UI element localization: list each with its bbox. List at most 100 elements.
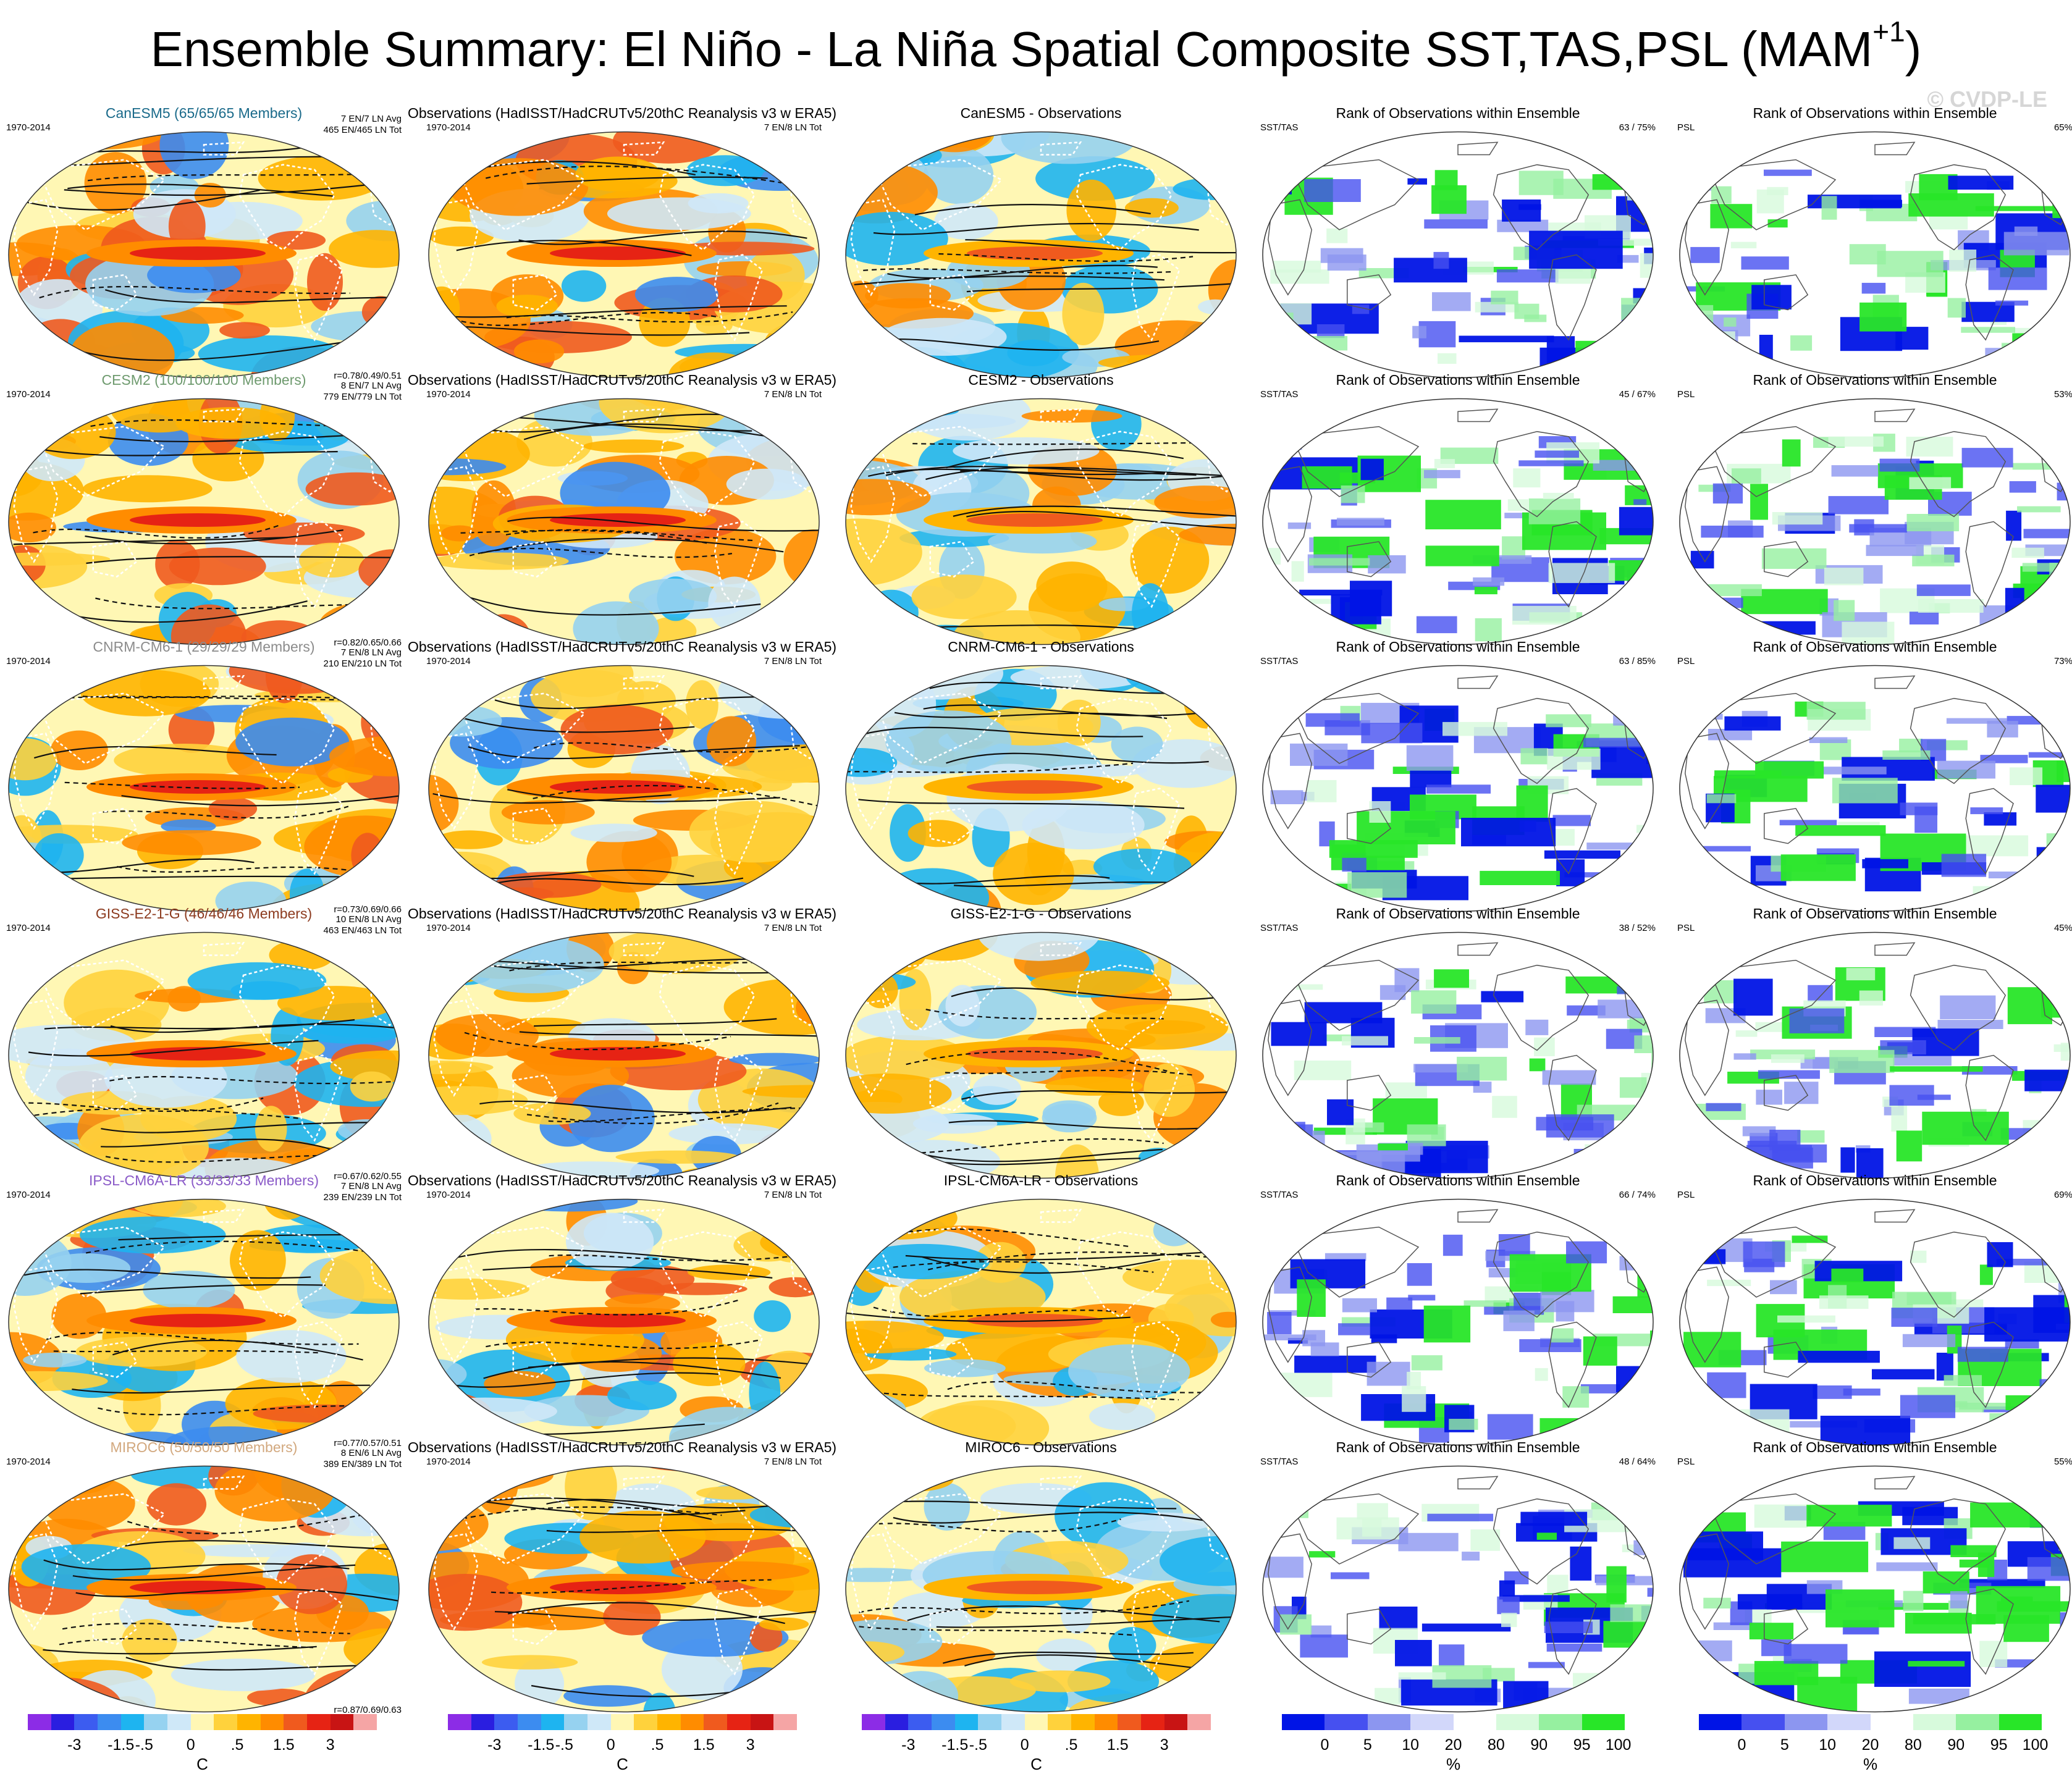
rank-colorbar: 0 5 10 20 80 90 95 100% — [1699, 1714, 2048, 1776]
continent-outline — [1874, 141, 1916, 156]
continent-outline — [512, 540, 558, 578]
colorbar-tick: 80 — [1487, 1736, 1505, 1754]
colorbar-swatch — [1956, 1714, 2000, 1730]
rank-cell — [1362, 1519, 1382, 1537]
rank-cell — [1651, 1047, 1653, 1070]
rank-cell — [1593, 460, 1653, 471]
sst-patch — [1143, 1063, 1195, 1117]
rank-cell — [1434, 969, 1469, 988]
sst-patch — [1202, 1665, 1236, 1712]
rank-cell — [1564, 872, 1618, 878]
sst-patch — [51, 1293, 107, 1339]
rank-cell — [1872, 1369, 1935, 1380]
continent-outline — [929, 1608, 975, 1645]
rank-cell — [1636, 825, 1653, 833]
sst-patch — [1210, 1114, 1236, 1165]
rank-cell — [1603, 1686, 1617, 1712]
rank-cell — [2039, 1379, 2070, 1401]
sst-patch — [688, 1264, 771, 1280]
pattern-correlation: r=0.82/0.65/0.66 — [334, 637, 402, 648]
sst-patch — [14, 877, 65, 891]
sst-patch — [846, 748, 898, 777]
psl-contour — [528, 1357, 819, 1368]
rank-cell — [1434, 459, 1455, 468]
map-svg — [1679, 931, 2071, 1179]
continent-outline — [850, 1266, 896, 1364]
rank-cell — [1813, 1385, 1852, 1399]
psl-contour — [72, 1564, 356, 1581]
sst-patch — [187, 962, 327, 1000]
psl-contour — [476, 960, 791, 974]
rank-cell — [1652, 1109, 1653, 1134]
rank-cell — [1279, 313, 1294, 337]
rank-cell — [1431, 185, 1467, 214]
rank-cell — [1367, 1361, 1410, 1386]
sst-patch — [1057, 699, 1101, 746]
continent-outline — [659, 697, 756, 784]
sst-patch — [1154, 485, 1236, 519]
rank-cell — [2024, 1143, 2041, 1162]
sst-patch — [599, 398, 733, 434]
sst-patch — [846, 340, 900, 364]
continent-outline — [1076, 1231, 1173, 1318]
rank-cell — [2070, 466, 2072, 489]
map-field — [846, 1199, 1236, 1445]
rank-cell — [1512, 605, 1577, 625]
colorbar-tick: 1.5 — [693, 1736, 715, 1754]
sst-patch — [1086, 1004, 1229, 1050]
rank-cell — [1882, 750, 1931, 760]
continent-outline — [1347, 1608, 1392, 1645]
sst-patch — [857, 1243, 990, 1280]
rank-cell — [1287, 1338, 1308, 1344]
colorbar-tick: 90 — [1530, 1736, 1548, 1754]
rank-cell — [1570, 1546, 1592, 1581]
rank-cell — [2064, 1287, 2070, 1323]
colorbar-swatch — [518, 1714, 542, 1730]
rank-cell — [1859, 302, 1907, 332]
sst-patch — [513, 339, 565, 364]
model-members-title: CNRM-CM6-1 (29/29/29 Members) — [93, 639, 315, 655]
map-panel-r6-c4: Rank of Observations within Ensemble SST/… — [1260, 1439, 1656, 1717]
map-border — [8, 665, 400, 912]
continent-outline — [1347, 1342, 1392, 1378]
psl-contour — [462, 1506, 722, 1519]
sst-patch — [696, 316, 733, 335]
psl-contour — [13, 536, 288, 545]
rank-cell — [1402, 1386, 1426, 1412]
continent-outline — [659, 431, 756, 518]
rank-cell — [1832, 778, 1898, 804]
rank-cell — [1434, 170, 1458, 190]
sst-patch — [1152, 1594, 1236, 1644]
enso-tongue-core — [130, 780, 266, 794]
sst-patch — [751, 665, 819, 687]
rank-cell — [1413, 1037, 1460, 1044]
continent-outline — [13, 1532, 59, 1631]
rank-cell — [1324, 1253, 1367, 1261]
rank-cell — [1311, 336, 1348, 351]
map-border — [845, 665, 1237, 912]
map-svg — [1679, 398, 2072, 645]
sst-patch — [1130, 526, 1210, 594]
continent-outline — [1548, 254, 1597, 341]
rank-cell — [1829, 1049, 1895, 1074]
rank-cell — [1648, 1507, 1653, 1514]
rank-cell — [2067, 204, 2070, 232]
sst-patch — [642, 1618, 789, 1657]
temperature-colorbar: -3 -1.5 -.5 0 .5 1.5 3 C — [862, 1714, 1211, 1776]
psl-contour — [485, 877, 744, 886]
sst-patch — [78, 1114, 209, 1179]
rank-cell — [1546, 1114, 1614, 1138]
rank-cell — [1649, 1642, 1653, 1654]
colorbar-swatch — [1827, 1714, 1871, 1730]
map-svg — [845, 931, 1237, 1179]
colorbar-swatch — [1118, 1714, 1142, 1730]
psl-contour — [436, 326, 750, 336]
rank-cell — [1524, 314, 1547, 322]
rank-cell — [1529, 1058, 1546, 1072]
sst-patch — [911, 574, 1017, 620]
sst-patch — [429, 330, 481, 368]
continent-outline — [1910, 1498, 2007, 1585]
continent-outline — [623, 1208, 665, 1223]
map-panel-r2-c5: Rank of Observations within Ensemble PSL 5… — [1677, 372, 2072, 650]
psl-contour — [853, 1518, 1121, 1532]
